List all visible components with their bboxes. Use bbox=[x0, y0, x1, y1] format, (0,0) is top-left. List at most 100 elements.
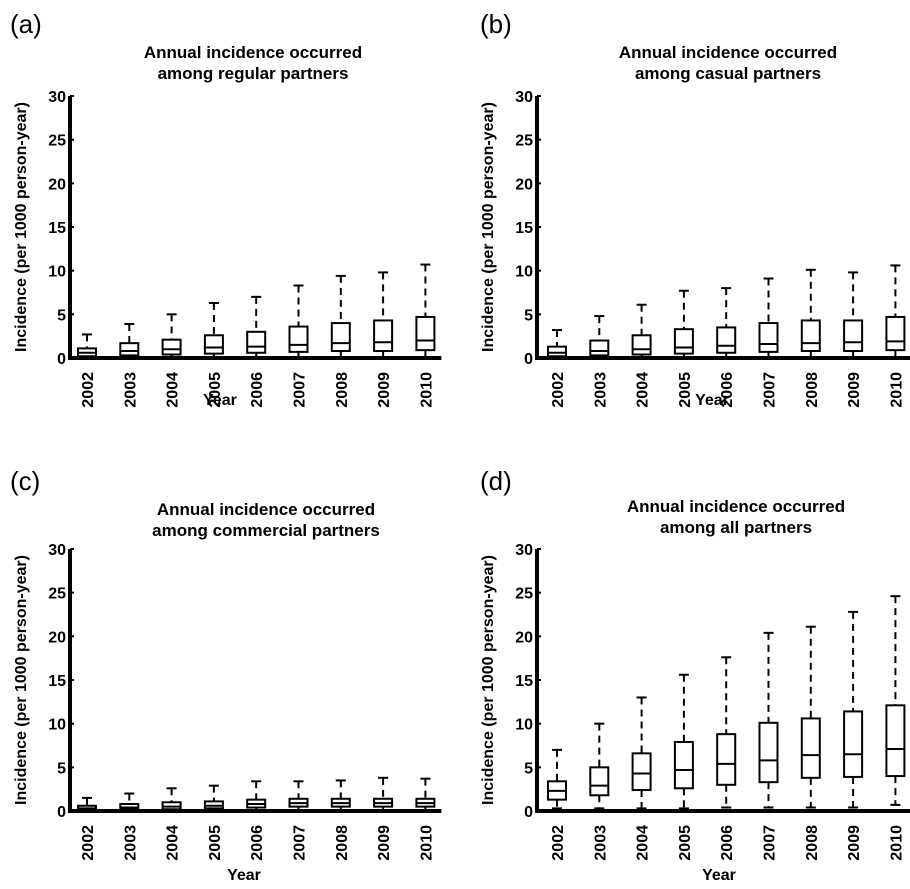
x-tick-label: 2007 bbox=[292, 372, 309, 408]
box-iqr bbox=[373, 319, 394, 353]
x-tick-label: 2002 bbox=[550, 825, 567, 861]
x-axis-label: Year bbox=[203, 392, 237, 409]
x-tick-label: 2007 bbox=[762, 372, 779, 408]
y-tick-label: 15 bbox=[48, 220, 66, 237]
x-tick-label: 2006 bbox=[249, 372, 266, 408]
box-iqr bbox=[330, 322, 351, 353]
y-tick-label: 10 bbox=[515, 264, 533, 281]
y-tick-label: 0 bbox=[524, 351, 533, 368]
x-tick-label: 2006 bbox=[249, 825, 266, 861]
x-tick-label: 2008 bbox=[804, 825, 821, 861]
y-tick-label: 5 bbox=[524, 760, 533, 777]
chart-title-line: Annual incidence occurred bbox=[157, 500, 375, 519]
x-tick-label: 2005 bbox=[677, 372, 694, 408]
x-tick-label: 2006 bbox=[719, 825, 736, 861]
box-iqr bbox=[758, 721, 779, 784]
x-tick-label: 2004 bbox=[635, 372, 652, 408]
box-iqr bbox=[547, 345, 567, 358]
x-axis-label: Year bbox=[227, 867, 261, 884]
y-tick-label: 25 bbox=[48, 586, 66, 603]
y-tick-label: 10 bbox=[48, 264, 66, 281]
x-tick-label: 2008 bbox=[804, 372, 821, 408]
y-tick-label: 25 bbox=[515, 133, 533, 150]
y-tick-label: 25 bbox=[48, 133, 66, 150]
x-tick-label: 2008 bbox=[334, 372, 351, 408]
x-tick-label: 2003 bbox=[122, 825, 139, 861]
chart-title-line: among regular partners bbox=[158, 64, 349, 83]
x-tick-label: 2003 bbox=[592, 825, 609, 861]
y-tick-label: 5 bbox=[57, 760, 66, 777]
chart-title-line: Annual incidence occurred bbox=[144, 43, 362, 62]
box-iqr bbox=[716, 326, 737, 354]
y-axis-label: Incidence (per 1000 person-year) bbox=[480, 102, 497, 352]
x-tick-label: 2010 bbox=[888, 825, 905, 861]
box-iqr bbox=[203, 334, 224, 355]
box-iqr bbox=[885, 315, 906, 352]
x-tick-label: 2007 bbox=[762, 825, 779, 861]
y-tick-label: 5 bbox=[57, 307, 66, 324]
y-axis-label: Incidence (per 1000 person-year) bbox=[13, 102, 30, 352]
y-tick-label: 20 bbox=[48, 176, 66, 193]
x-tick-label: 2002 bbox=[80, 825, 97, 861]
box-iqr bbox=[589, 339, 610, 357]
y-axis-label: Incidence (per 1000 person-year) bbox=[480, 555, 497, 805]
x-axis-label: Year bbox=[695, 392, 729, 409]
x-tick-label: 2006 bbox=[719, 372, 736, 408]
chart-title-line: Annual incidence occurred bbox=[627, 497, 845, 516]
box-iqr bbox=[673, 328, 694, 355]
box-iqr bbox=[673, 741, 694, 790]
panel-letter: (b) bbox=[480, 9, 512, 39]
y-tick-label: 25 bbox=[515, 586, 533, 603]
x-tick-label: 2010 bbox=[888, 372, 905, 408]
box-iqr bbox=[758, 322, 779, 353]
box-iqr bbox=[843, 319, 864, 353]
x-tick-label: 2004 bbox=[635, 825, 652, 861]
x-axis-label: Year bbox=[702, 867, 736, 884]
y-tick-label: 10 bbox=[48, 717, 66, 734]
box-iqr bbox=[843, 710, 864, 778]
chart-title-line: among commercial partners bbox=[152, 521, 380, 540]
y-tick-label: 30 bbox=[48, 542, 66, 559]
y-tick-label: 15 bbox=[48, 673, 66, 690]
box-iqr bbox=[885, 704, 906, 778]
x-tick-label: 2004 bbox=[165, 372, 182, 408]
panel-letter: (a) bbox=[10, 9, 42, 39]
y-tick-label: 10 bbox=[515, 717, 533, 734]
box-iqr bbox=[631, 752, 652, 792]
y-tick-label: 0 bbox=[57, 804, 66, 821]
chart-title-line: among casual partners bbox=[635, 64, 821, 83]
y-tick-label: 20 bbox=[515, 176, 533, 193]
x-tick-label: 2009 bbox=[846, 372, 863, 408]
y-tick-label: 30 bbox=[515, 542, 533, 559]
y-tick-label: 15 bbox=[515, 673, 533, 690]
y-tick-label: 30 bbox=[515, 89, 533, 106]
y-axis-label: Incidence (per 1000 person-year) bbox=[13, 555, 30, 805]
chart-title-line: among all partners bbox=[660, 518, 812, 537]
x-tick-label: 2003 bbox=[592, 372, 609, 408]
x-tick-label: 2003 bbox=[122, 372, 139, 408]
y-tick-label: 5 bbox=[524, 307, 533, 324]
box-iqr bbox=[119, 342, 140, 357]
x-tick-label: 2002 bbox=[80, 372, 97, 408]
box-iqr bbox=[800, 319, 821, 353]
box-iqr bbox=[161, 338, 182, 356]
x-tick-label: 2009 bbox=[376, 372, 393, 408]
x-tick-label: 2008 bbox=[334, 825, 351, 861]
y-tick-label: 20 bbox=[48, 629, 66, 646]
box-iqr bbox=[589, 766, 610, 797]
x-tick-label: 2005 bbox=[207, 372, 224, 408]
y-tick-label: 0 bbox=[57, 351, 66, 368]
box-iqr bbox=[415, 315, 436, 352]
y-tick-label: 30 bbox=[48, 89, 66, 106]
x-tick-label: 2004 bbox=[165, 825, 182, 861]
x-tick-label: 2005 bbox=[677, 825, 694, 861]
y-tick-label: 0 bbox=[524, 804, 533, 821]
panel-letter: (d) bbox=[480, 466, 512, 496]
x-tick-label: 2010 bbox=[418, 825, 435, 861]
x-tick-label: 2009 bbox=[846, 825, 863, 861]
box-iqr bbox=[246, 330, 267, 354]
box-iqr bbox=[288, 325, 309, 353]
x-tick-label: 2005 bbox=[207, 825, 224, 861]
